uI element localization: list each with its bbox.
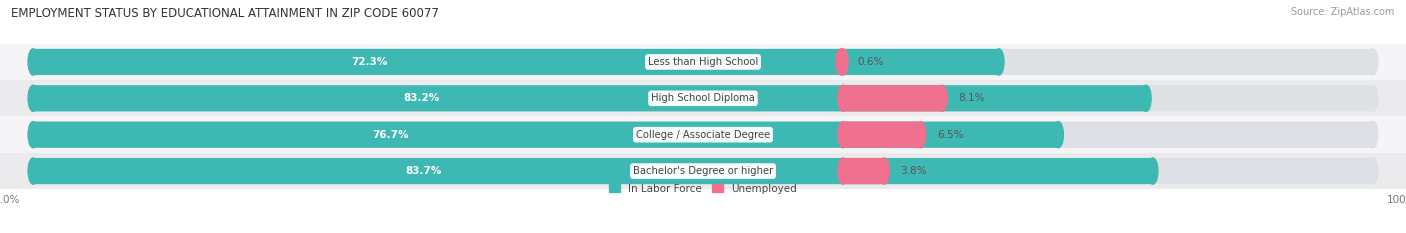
- Text: 83.7%: 83.7%: [405, 166, 441, 176]
- Bar: [35, 122, 1371, 148]
- FancyBboxPatch shape: [34, 122, 1059, 148]
- Text: EMPLOYMENT STATUS BY EDUCATIONAL ATTAINMENT IN ZIP CODE 60077: EMPLOYMENT STATUS BY EDUCATIONAL ATTAINM…: [11, 7, 439, 20]
- Circle shape: [838, 85, 848, 111]
- FancyBboxPatch shape: [844, 85, 942, 111]
- FancyBboxPatch shape: [34, 85, 1146, 111]
- FancyBboxPatch shape: [34, 158, 1372, 184]
- Circle shape: [915, 122, 925, 148]
- Text: 3.8%: 3.8%: [900, 166, 927, 176]
- Circle shape: [1147, 158, 1159, 184]
- Text: 72.3%: 72.3%: [352, 57, 388, 67]
- FancyBboxPatch shape: [34, 49, 1372, 75]
- Circle shape: [1053, 122, 1063, 148]
- Text: Less than High School: Less than High School: [648, 57, 758, 67]
- Bar: [35, 49, 1371, 75]
- Circle shape: [1142, 85, 1152, 111]
- Bar: [0, 44, 1406, 80]
- Circle shape: [28, 85, 38, 111]
- Circle shape: [28, 158, 38, 184]
- Circle shape: [1368, 49, 1378, 75]
- FancyBboxPatch shape: [844, 122, 921, 148]
- Legend: In Labor Force, Unemployed: In Labor Force, Unemployed: [605, 179, 801, 198]
- Circle shape: [994, 49, 1004, 75]
- FancyBboxPatch shape: [34, 49, 998, 75]
- Bar: [35, 158, 1371, 184]
- Circle shape: [28, 122, 38, 148]
- Text: Bachelor's Degree or higher: Bachelor's Degree or higher: [633, 166, 773, 176]
- Text: 76.7%: 76.7%: [373, 130, 409, 140]
- FancyBboxPatch shape: [34, 85, 1372, 111]
- Circle shape: [879, 158, 889, 184]
- Circle shape: [838, 158, 848, 184]
- Circle shape: [1368, 122, 1378, 148]
- Bar: [0, 116, 1406, 153]
- Text: 83.2%: 83.2%: [404, 93, 439, 103]
- Text: High School Diploma: High School Diploma: [651, 93, 755, 103]
- FancyBboxPatch shape: [34, 158, 1153, 184]
- Circle shape: [28, 158, 38, 184]
- Bar: [35, 85, 1371, 111]
- Text: College / Associate Degree: College / Associate Degree: [636, 130, 770, 140]
- Text: 8.1%: 8.1%: [959, 93, 986, 103]
- Circle shape: [838, 49, 848, 75]
- Bar: [0, 80, 1406, 116]
- Circle shape: [28, 85, 38, 111]
- Circle shape: [28, 49, 38, 75]
- Text: Source: ZipAtlas.com: Source: ZipAtlas.com: [1291, 7, 1395, 17]
- Circle shape: [1368, 158, 1378, 184]
- Circle shape: [1368, 85, 1378, 111]
- FancyBboxPatch shape: [844, 158, 884, 184]
- Circle shape: [28, 122, 38, 148]
- Circle shape: [837, 49, 846, 75]
- Circle shape: [28, 49, 38, 75]
- Circle shape: [938, 85, 948, 111]
- FancyBboxPatch shape: [34, 122, 1372, 148]
- Bar: [0, 153, 1406, 189]
- Text: 0.6%: 0.6%: [858, 57, 884, 67]
- Text: 6.5%: 6.5%: [936, 130, 963, 140]
- Circle shape: [838, 122, 848, 148]
